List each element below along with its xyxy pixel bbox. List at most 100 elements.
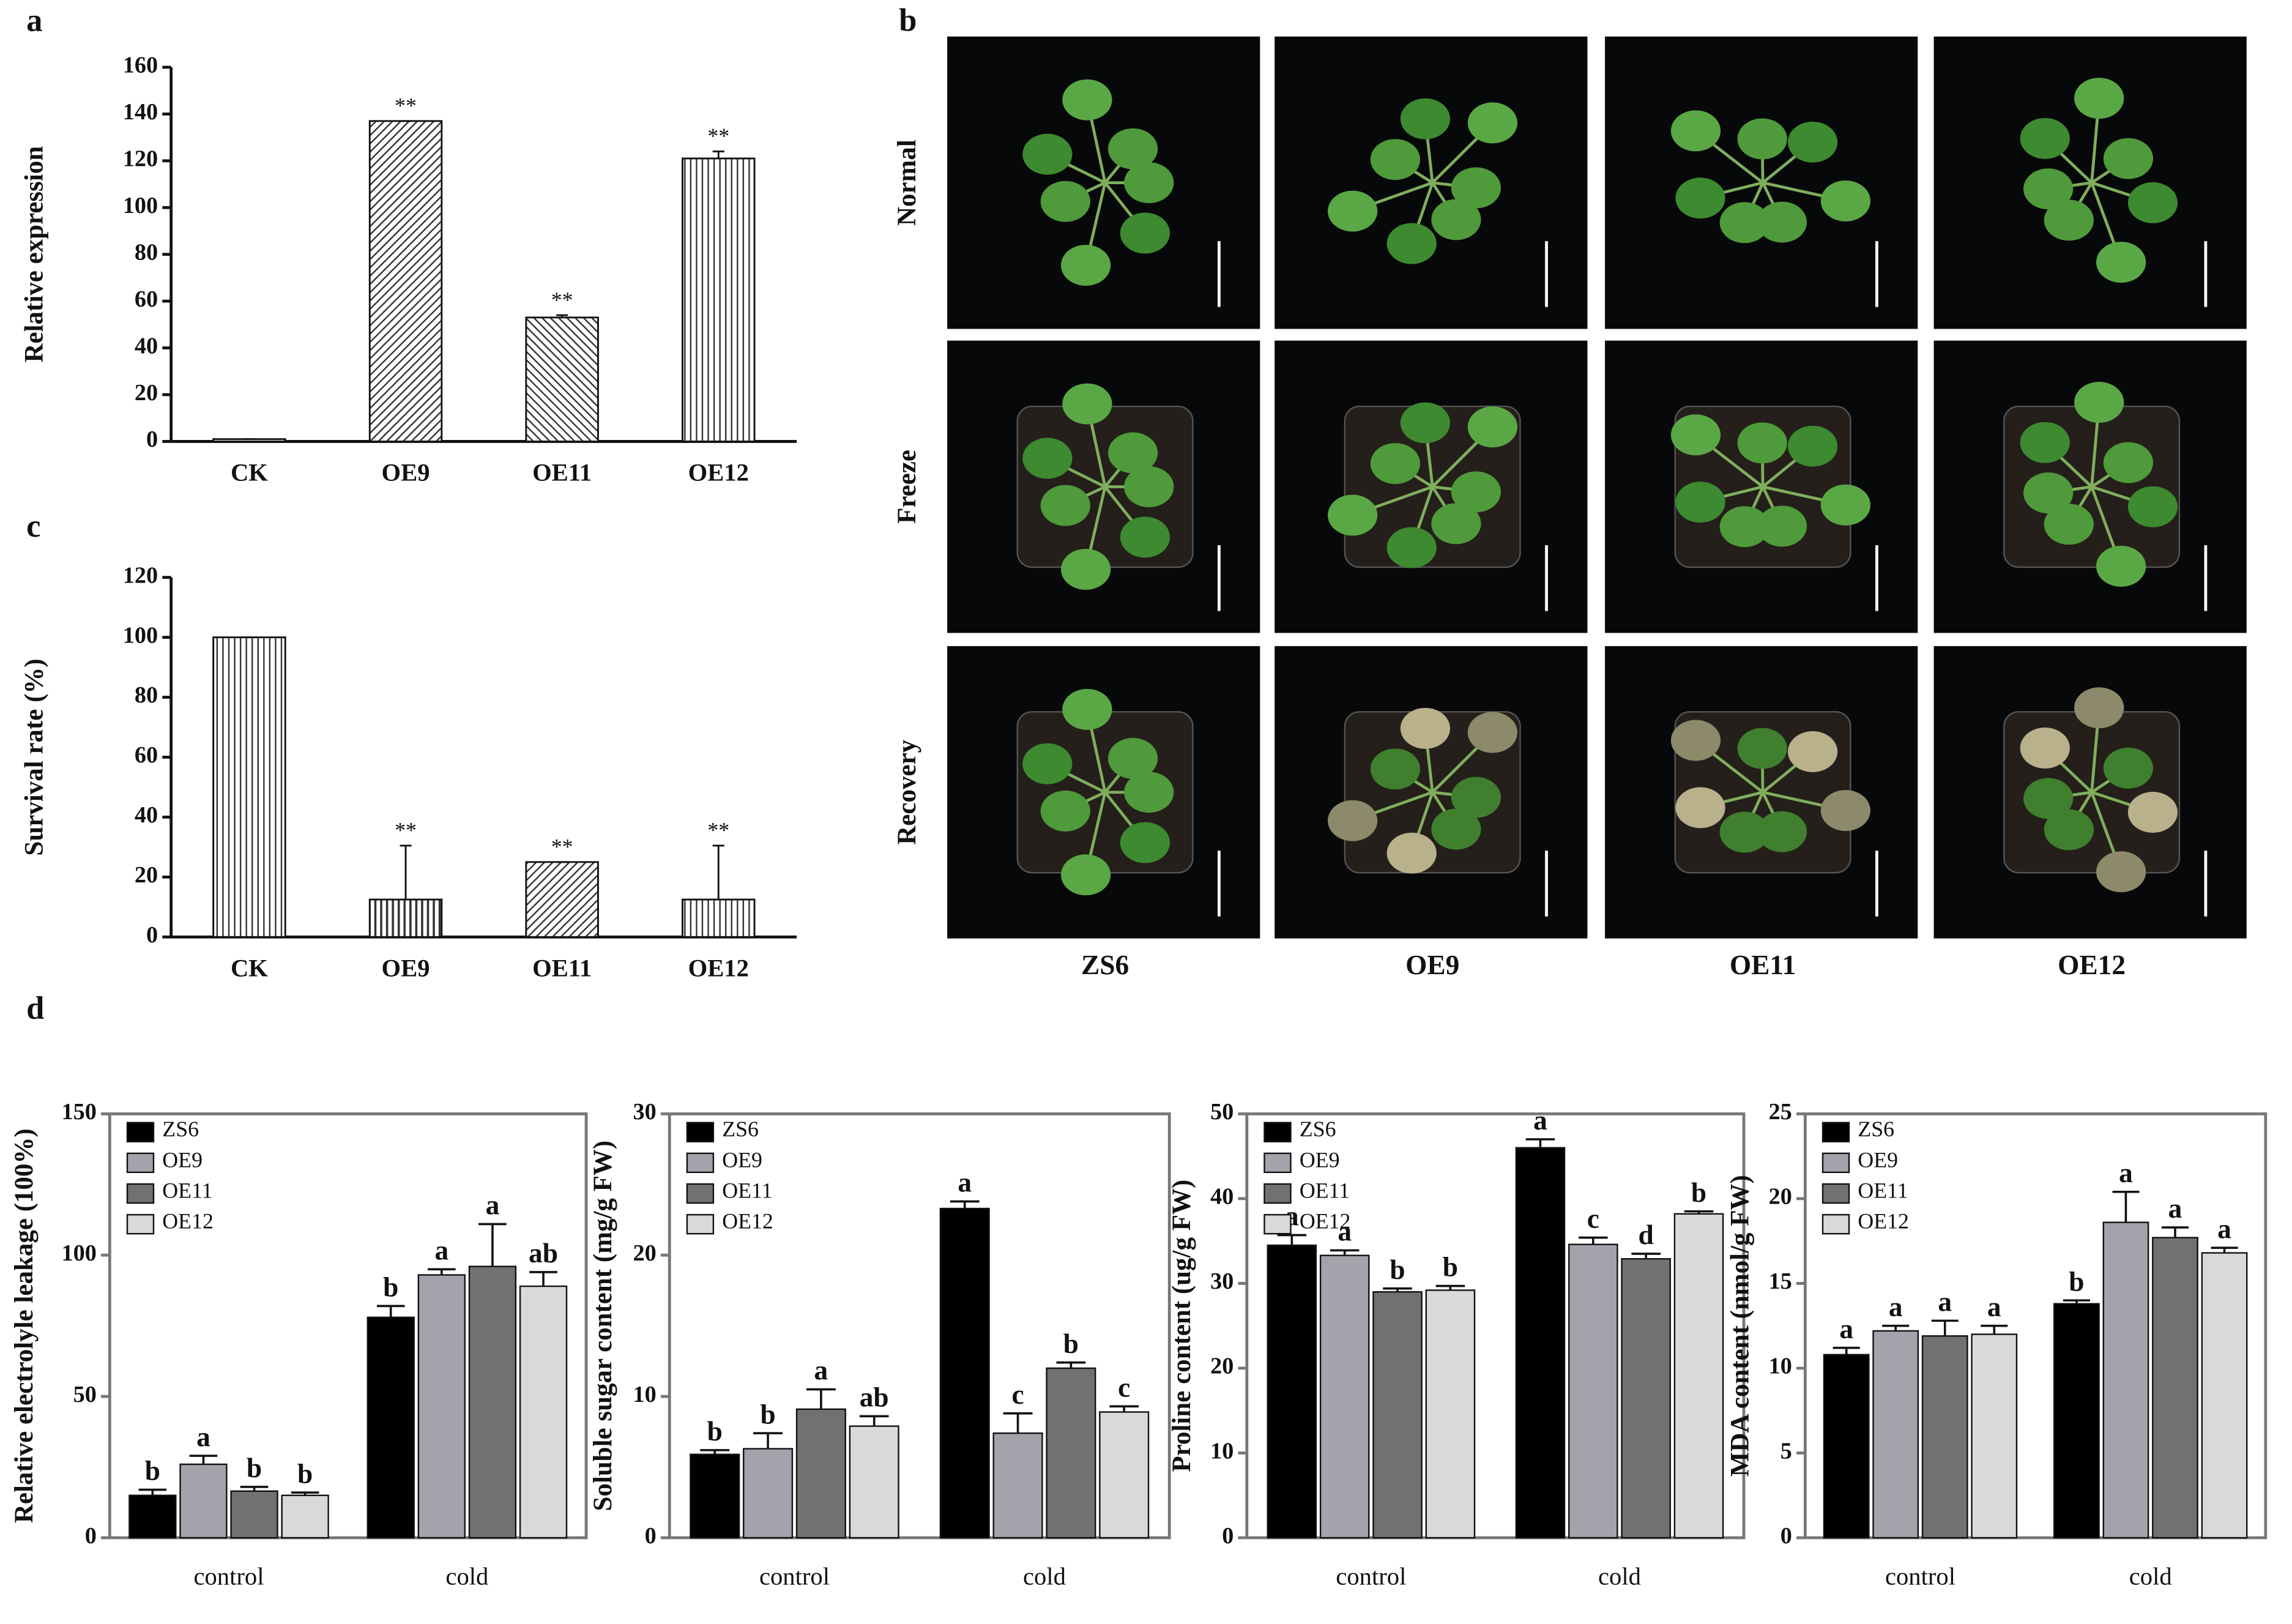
leaf <box>2074 382 2124 423</box>
significance-label: a <box>1889 1292 1903 1322</box>
y-tick-label: 20 <box>1210 1354 1233 1379</box>
leaf <box>1370 139 1421 181</box>
leaf <box>2020 422 2070 463</box>
leaf <box>1451 777 1501 818</box>
leaf <box>2074 687 2124 729</box>
y-tick-label: 0 <box>85 1523 97 1549</box>
x-tick-label: OE12 <box>688 955 749 982</box>
y-tick-label: 20 <box>1769 1184 1792 1210</box>
leaf <box>2096 242 2146 283</box>
error-bar <box>1056 1361 1086 1368</box>
x-tick-label: cold <box>1598 1562 1641 1590</box>
leaf <box>1062 79 1112 121</box>
leaf <box>1719 506 1769 548</box>
leaf <box>2127 792 2178 833</box>
leaf <box>1820 790 1871 831</box>
leaf <box>1328 494 1378 536</box>
bar <box>743 1448 794 1539</box>
leaf <box>1061 548 1111 590</box>
legend-label: OE9 <box>162 1147 203 1172</box>
legend-label: OE12 <box>162 1209 214 1234</box>
leaf <box>1757 505 1807 547</box>
y-axis-label: Soluble sugar content (mg/g FW) <box>589 1141 617 1511</box>
leaf <box>1040 485 1090 526</box>
bar <box>1425 1289 1476 1539</box>
error-bar <box>1383 1287 1412 1292</box>
bar <box>1267 1244 1317 1539</box>
y-tick-label: 30 <box>633 1099 657 1125</box>
legend-swatch <box>126 1152 155 1174</box>
leaf <box>1675 177 1725 219</box>
significance-label: a <box>1839 1314 1853 1344</box>
leaf <box>2023 472 2074 514</box>
bar <box>1319 1254 1370 1539</box>
significance-label: a <box>2217 1213 2231 1244</box>
leaf <box>1400 98 1451 140</box>
legend-swatch <box>1821 1122 1850 1142</box>
legend-swatch <box>1263 1122 1292 1142</box>
significance-label: b <box>383 1272 398 1302</box>
y-tick-label: 25 <box>1769 1099 1792 1125</box>
significance-label: d <box>1639 1220 1654 1250</box>
leaf <box>1040 790 1090 832</box>
x-tick-label: control <box>1885 1562 1955 1590</box>
bar <box>939 1207 990 1539</box>
significance-label: a <box>1533 1105 1547 1136</box>
bar <box>992 1432 1043 1539</box>
y-tick-label: 0 <box>146 922 158 948</box>
leaf <box>1451 471 1501 513</box>
panel-label: d <box>26 991 44 1026</box>
significance-label: b <box>2069 1266 2084 1297</box>
panel-label: a <box>26 2 42 38</box>
significance-label: a <box>434 1235 448 1265</box>
x-tick-label: CK <box>231 459 268 486</box>
leaf <box>1737 728 1787 769</box>
row-label: Recovery <box>893 739 921 844</box>
legend-swatch <box>1821 1183 1850 1204</box>
significance-label: a <box>1938 1287 1952 1317</box>
significance-label: a <box>486 1190 500 1221</box>
leaf <box>1675 787 1725 829</box>
bar <box>1921 1335 1968 1539</box>
significance-label: a <box>2168 1193 2182 1224</box>
significance-label: ** <box>551 835 573 859</box>
x-tick-label: OE9 <box>382 459 430 486</box>
error-bar <box>189 1455 218 1464</box>
significance-label: c <box>1587 1204 1599 1234</box>
leaf <box>1400 707 1451 749</box>
bar <box>1673 1213 1724 1539</box>
y-tick-label: 50 <box>1210 1099 1233 1125</box>
bar <box>2201 1252 2248 1539</box>
significance-label: ** <box>707 818 729 843</box>
bar <box>417 1274 466 1539</box>
plot-frame <box>1803 1112 2268 1540</box>
bar <box>281 1494 329 1539</box>
y-tick-label: 10 <box>1769 1354 1792 1379</box>
leaf <box>1124 772 1174 813</box>
legend-label: OE11 <box>1300 1179 1350 1203</box>
significance-label: ** <box>395 94 417 118</box>
significance-label: a <box>814 1355 828 1386</box>
leaf <box>1670 110 1721 152</box>
bar <box>1823 1354 1870 1539</box>
y-tick-label: 60 <box>135 742 158 768</box>
y-tick-label: 0 <box>1222 1523 1233 1549</box>
bar <box>519 1285 568 1539</box>
bar <box>1046 1367 1096 1539</box>
y-tick-label: 20 <box>135 862 158 888</box>
y-tick-label: 20 <box>633 1240 657 1266</box>
legend-label: OE11 <box>1858 1179 1908 1203</box>
y-tick-label: 0 <box>146 426 158 452</box>
significance-label: c <box>1118 1372 1130 1402</box>
bar <box>1568 1243 1618 1539</box>
bar <box>1099 1411 1150 1539</box>
y-tick-label: 80 <box>135 682 158 708</box>
error-bar <box>859 1415 889 1426</box>
leaf <box>1670 720 1721 761</box>
leaf <box>1757 201 1807 243</box>
legend-swatch <box>126 1213 155 1235</box>
y-axis-label: Survival rate (%) <box>20 658 49 855</box>
significance-label: b <box>297 1458 313 1489</box>
y-tick-label: 40 <box>135 802 158 828</box>
